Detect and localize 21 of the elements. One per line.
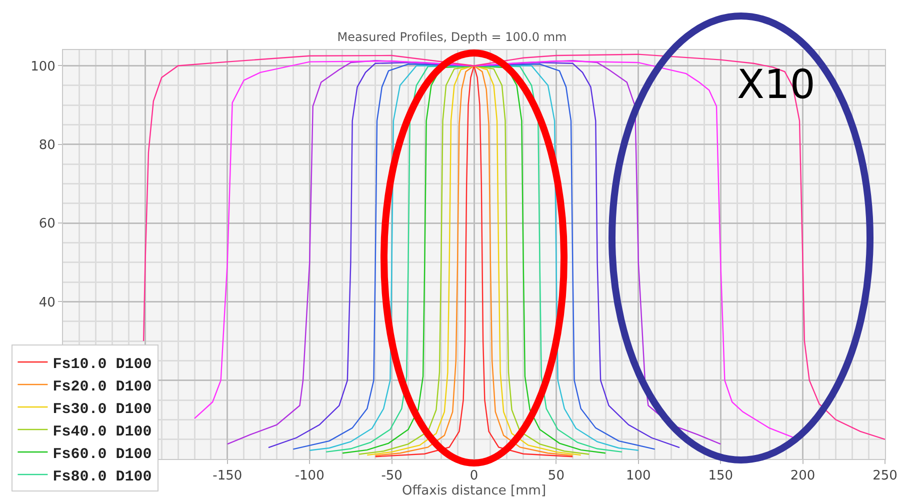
x-tick-label: 50 [548, 468, 564, 484]
x-tick-label: 250 [872, 468, 898, 484]
x-tick-label: 150 [708, 468, 734, 484]
x-tick-label: -150 [212, 468, 242, 484]
legend-label: Fs10.0 D100 [52, 356, 152, 373]
x-tick-label: 200 [790, 468, 816, 484]
legend-label: Fs60.0 D100 [52, 446, 152, 463]
legend-label: Fs20.0 D100 [52, 378, 152, 396]
x-tick-label: -100 [294, 468, 324, 484]
chart-title: Measured Profiles, Depth = 100.0 mm [337, 30, 567, 44]
legend-label: Fs80.0 D100 [52, 468, 152, 486]
y-tick-label: 80 [38, 138, 56, 153]
legend-label: Fs30.0 D100 [52, 400, 152, 418]
legend-label: Fs40.0 D100 [52, 423, 152, 440]
y-tick-label: 40 [38, 295, 56, 310]
x-tick-label: 100 [626, 468, 651, 484]
x-tick-label: 0 [470, 468, 478, 484]
y-tick-label: 100 [30, 59, 56, 74]
y-tick-label: 60 [38, 216, 56, 232]
x-axis-title: Offaxis distance [mm] [402, 484, 546, 499]
x-tick-label: -50 [381, 468, 402, 484]
